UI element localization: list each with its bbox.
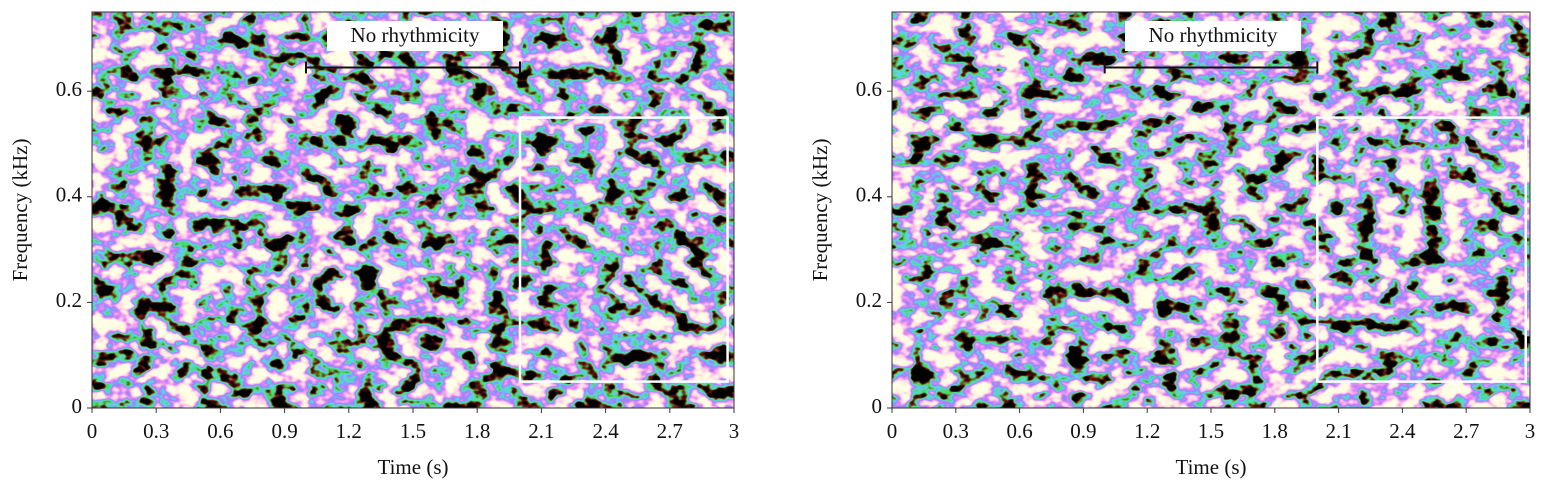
y-tick-label: 0.6 (56, 77, 82, 101)
y-tick-label: 0 (72, 394, 83, 418)
y-tick-label: 0.6 (856, 77, 882, 101)
spectrogram (892, 12, 1530, 408)
annotation-text: No rhythmicity (1149, 23, 1278, 47)
panel: 0 0.3 0.6 0.9 1.2 1.5 1.8 2.1 2.4 2.7 3 0 0.2 0.4 0.6 T… (808, 11, 1536, 479)
x-axis-label: Time (s) (378, 455, 449, 479)
y-tick-label: 0 (872, 394, 883, 418)
annotation-bg (1125, 21, 1301, 51)
x-tick-label: 2.7 (1453, 419, 1479, 443)
x-tick-label: 0.6 (207, 419, 233, 443)
y-axis-label: Frequency (kHz) (8, 139, 32, 282)
x-tick-label: 1.2 (336, 419, 362, 443)
x-tick-label: 0.6 (1006, 419, 1032, 443)
x-tick-label: 0 (887, 419, 898, 443)
y-axis-label: Frequency (kHz) (808, 139, 832, 282)
highlight-box (518, 116, 729, 383)
annotation-text: No rhythmicity (351, 23, 480, 47)
x-tick-label: 1.5 (400, 419, 426, 443)
x-tick-label: 1.8 (464, 419, 490, 443)
y-tick-label: 0.2 (56, 288, 82, 312)
x-tick-label: 2.1 (528, 419, 554, 443)
y-tick-label: 0.4 (856, 183, 883, 207)
x-tick-label: 0.3 (143, 419, 169, 443)
x-tick-label: 1.2 (1134, 419, 1160, 443)
x-tick-label: 1.8 (1262, 419, 1288, 443)
x-tick-label: 0.9 (1070, 419, 1096, 443)
spectrogram (92, 12, 734, 408)
x-tick-label: 3 (729, 419, 740, 443)
x-tick-label: 2.4 (592, 419, 619, 443)
x-tick-label: 0.9 (271, 419, 297, 443)
x-axis-label: Time (s) (1176, 455, 1247, 479)
annotation-bg (327, 21, 503, 51)
x-tick-label: 0 (87, 419, 98, 443)
x-tick-label: 0.3 (943, 419, 969, 443)
x-tick-label: 2.1 (1325, 419, 1351, 443)
x-tick-label: 1.5 (1198, 419, 1224, 443)
x-tick-label: 2.7 (657, 419, 683, 443)
highlight-box (1316, 116, 1527, 383)
x-tick-label: 2.4 (1389, 419, 1416, 443)
panel: 0 0.3 0.6 0.9 1.2 1.5 1.8 2.1 2.4 2.7 3 0 0.2 0.4 0.6 T… (8, 11, 740, 479)
y-tick-label: 0.4 (56, 183, 83, 207)
x-tick-label: 3 (1525, 419, 1536, 443)
y-tick-label: 0.2 (856, 288, 882, 312)
